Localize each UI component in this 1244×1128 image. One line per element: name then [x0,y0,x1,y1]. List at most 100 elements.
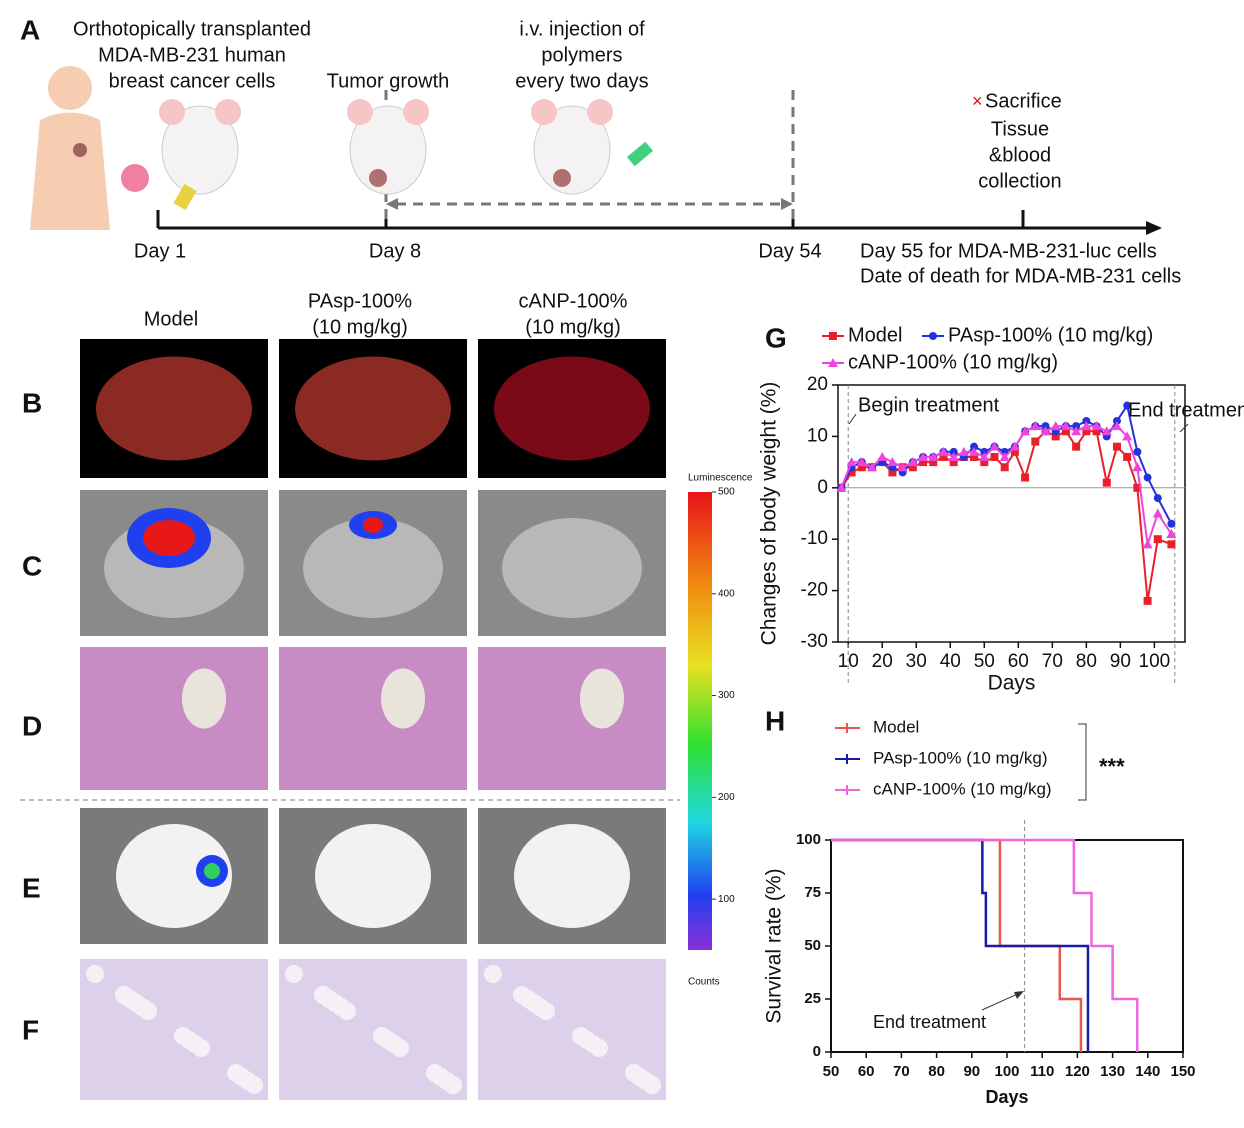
x-tick-label: 20 [872,651,893,672]
legend-label: Model [848,324,902,346]
liver [96,356,252,461]
panel-label: B [22,387,42,418]
cross-icon: × [972,91,983,111]
marker [979,451,990,461]
x-tick-label: 140 [1135,1063,1160,1080]
caption: Orthotopically transplanted [73,18,311,40]
alveolus [86,965,104,983]
x-tick-label: 40 [940,651,961,672]
charts: G10 20 30 40 50 60 70 80 90 100-30-20-1001020Days… [758,322,1244,1106]
alveolus [572,1027,590,1045]
y-axis-label: Changes of body weight (%) [758,382,781,646]
organ [514,824,630,928]
caption: Tumor growth [327,70,450,92]
y-tick-label: 10 [807,425,828,446]
vessel [182,668,226,729]
marker [856,457,867,467]
marker [1133,483,1142,492]
marker [1061,427,1070,436]
marker [897,462,908,472]
marker [949,447,958,456]
marker [1143,473,1152,482]
significance: *** [1099,754,1125,779]
marker [970,452,979,461]
x-tick-label: 120 [1065,1063,1090,1080]
marker [918,451,929,461]
x-tick-label: 90 [963,1063,980,1080]
alveolus [285,965,303,983]
annotation: End treatment [1128,399,1244,421]
chart: H 50 60 70 80 90 100 110 120 130 140 150 0 25 50 75 100 D… [763,705,1196,1106]
day-label: Day 54 [758,240,821,262]
caption: breast cancer cells [109,70,276,92]
marker [1081,421,1092,431]
photo [478,647,666,790]
marker [1092,427,1101,436]
marker [990,452,999,461]
marker [1082,427,1091,436]
marker [1071,426,1082,436]
x-axis-label: Days [988,672,1036,695]
marker [1051,432,1060,441]
marker [949,458,958,467]
colorbar-tick-label: 100 [718,894,735,905]
marker [1072,442,1081,451]
caption: collection [978,170,1061,192]
marker [948,451,959,461]
marker [1111,421,1122,431]
colorbar-unit: Counts [688,977,720,988]
colorbar-ticks: 500 400 300 200 100 [712,487,735,905]
marker [1030,421,1041,431]
liver [295,356,451,461]
panel-label: A [20,14,40,45]
marker [1123,401,1132,410]
x-tick-label: 100 [1139,651,1171,672]
photo [279,647,467,790]
day-label: Date of death for MDA-MB-231 cells [860,265,1181,287]
x-tick-label: 50 [974,651,995,672]
y-tick-label: 20 [807,374,828,395]
y-tick-label: 25 [804,990,821,1007]
column-header: cANP-100% [519,290,628,312]
y-tick-label: 50 [804,937,821,954]
mouse-illustration [159,99,654,211]
x-axis-label: Days [985,1087,1028,1107]
alveolus [426,1064,444,1082]
marker [1031,437,1040,446]
marker [1143,596,1152,605]
alveolus [373,1027,391,1045]
x-tick-label: 70 [1042,651,1063,672]
column-header: PAsp-100% [308,290,412,312]
marker [1123,452,1132,461]
legend-marker [829,332,837,340]
arrow-head [1014,991,1024,999]
legend-label: PAsp-100% (10 mg/kg) [873,748,1047,767]
annotation: End treatment [873,1012,986,1032]
alveolus [227,1064,245,1082]
marker [989,441,1000,451]
marker [1050,421,1061,431]
x-tick-label: 80 [928,1063,945,1080]
caption: every two days [515,70,648,92]
series-line [840,424,1173,545]
organ [303,518,443,618]
alveolus [115,986,133,1004]
marker [907,457,918,467]
marker [877,451,888,461]
marker [1167,519,1176,528]
colorbar-tick-label: 200 [718,792,735,803]
annotation: Begin treatment [858,394,1000,416]
marker [1020,426,1031,436]
legend-marker [929,332,937,340]
y-tick-label: 0 [817,477,828,498]
day-label: Day 1 [134,240,186,262]
marker [1010,447,1019,456]
alveolus [314,986,332,1004]
colorbar [688,492,712,950]
legend-label: PAsp-100% (10 mg/kg) [948,324,1153,346]
marker [1009,441,1020,451]
x-tick-label: 110 [1030,1063,1054,1080]
day-label: Day 8 [369,240,421,262]
marker [1101,426,1112,436]
signal [363,517,383,533]
